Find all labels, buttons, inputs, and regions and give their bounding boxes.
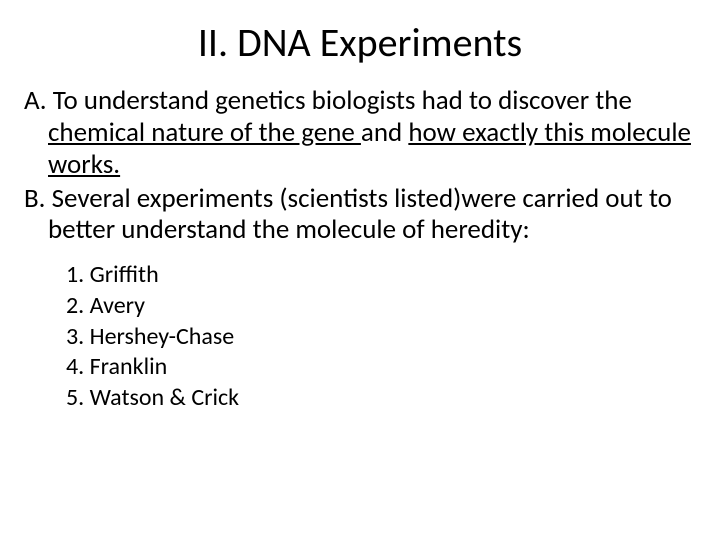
point-a-mid: and <box>361 116 408 149</box>
point-a: A. To understand genetics biologists had… <box>24 85 696 181</box>
slide: II. DNA Experiments A. To understand gen… <box>0 0 720 540</box>
scientist-list: 1. Griffith 2. Avery 3. Hershey-Chase 4.… <box>24 260 696 414</box>
list-item: 4. Franklin <box>66 352 696 383</box>
slide-body: A. To understand genetics biologists had… <box>24 85 696 414</box>
list-item: 3. Hershey-Chase <box>66 322 696 353</box>
list-item: 2. Avery <box>66 291 696 322</box>
point-a-prefix: A. To understand genetics biologists had… <box>24 84 632 117</box>
list-item: 1. Griffith <box>66 260 696 291</box>
point-a-underline-1: chemical nature of the gene <box>48 116 361 149</box>
list-item: 5. Watson & Crick <box>66 383 696 414</box>
slide-title: II. DNA Experiments <box>24 18 696 67</box>
point-b: B. Several experiments (scientists liste… <box>24 183 696 247</box>
